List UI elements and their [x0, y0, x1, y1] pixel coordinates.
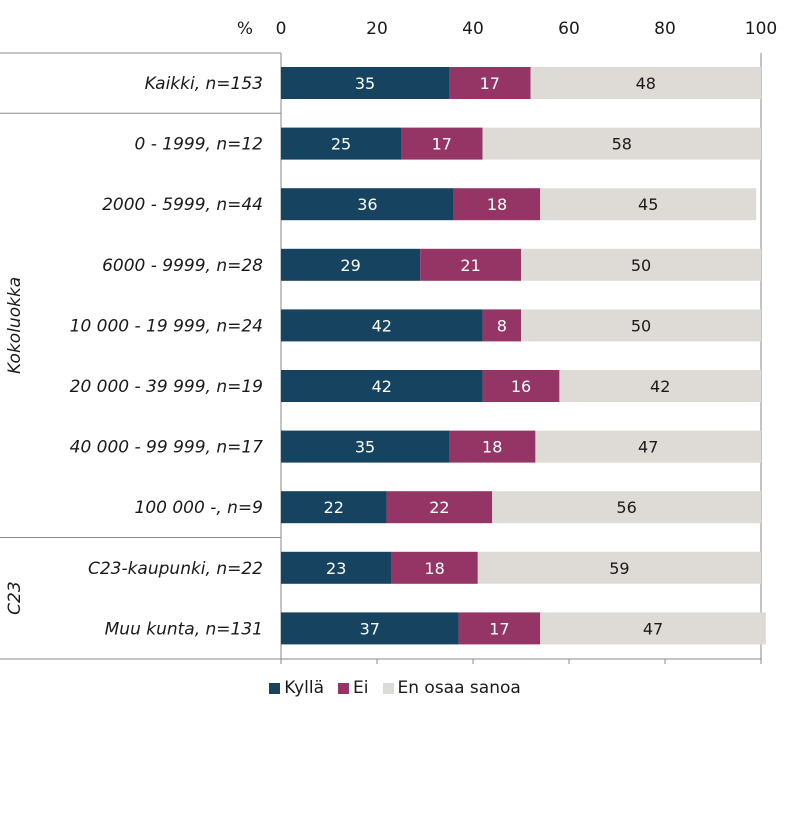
data-label: 42	[650, 377, 670, 396]
bars-layer: 35 17 48 25 17 58 36 18 45 29 21 50 42 8 50 42 16 42 35 18 4…	[281, 67, 766, 645]
data-label: 47	[638, 438, 658, 457]
data-label: 35	[355, 74, 375, 93]
bar-segment	[281, 491, 387, 524]
bar-segment	[540, 612, 766, 645]
x-tick-label: 100	[745, 19, 777, 39]
bar-segment	[482, 370, 560, 402]
legend-item: Ei	[338, 678, 369, 698]
data-label: 45	[638, 195, 658, 214]
data-label: 22	[324, 498, 344, 517]
x-tick-label: 60	[558, 19, 580, 39]
data-label: 35	[355, 438, 375, 457]
category-label: Muu kunta, n=131	[105, 619, 263, 639]
legend: Kyllä Ei En osaa sanoa	[0, 678, 790, 698]
bar-segment	[482, 309, 521, 342]
category-label: 10 000 - 19 999, n=24	[70, 316, 263, 336]
bar-segment	[401, 127, 483, 160]
bar-segment	[386, 491, 493, 524]
bar-segment	[420, 248, 521, 281]
bar-segment	[281, 309, 483, 342]
data-label: 58	[612, 135, 632, 154]
bar-segment	[281, 430, 449, 463]
data-label: 59	[609, 559, 629, 578]
bar-segment	[449, 67, 531, 99]
bar-segment	[521, 248, 761, 281]
bar-segment	[281, 248, 421, 281]
bar-segment	[530, 67, 761, 99]
data-label: 50	[631, 316, 651, 335]
bar-segment	[477, 551, 761, 584]
bar-segment	[540, 188, 757, 221]
category-labels: Kokoluokka C23 Kaikki, n=153 0 - 1999, n=12…	[5, 74, 263, 639]
bar-segment	[453, 188, 541, 221]
bar-segment	[281, 67, 449, 99]
data-label: 25	[331, 135, 351, 154]
data-label: 17	[432, 135, 452, 154]
x-tick-label: 40	[462, 19, 484, 39]
legend-swatch	[269, 682, 281, 694]
axis-unit-label: %	[237, 19, 253, 39]
legend-label: Ei	[353, 678, 369, 698]
data-label: 22	[429, 498, 449, 517]
data-label: 42	[372, 377, 392, 396]
data-label: 16	[511, 377, 531, 396]
bar-segment	[492, 491, 761, 524]
bar-segment	[281, 188, 454, 221]
bar-segment	[281, 551, 392, 584]
x-tick-label: 20	[366, 19, 388, 39]
data-label: 50	[631, 256, 651, 275]
category-label: 40 000 - 99 999, n=17	[70, 438, 264, 458]
data-label: 18	[424, 559, 444, 578]
bar-segment	[281, 612, 459, 645]
data-label: 42	[372, 316, 392, 335]
bar-segment	[482, 127, 761, 160]
data-label: 29	[340, 256, 360, 275]
data-label: 23	[326, 559, 346, 578]
category-label: Kaikki, n=153	[145, 74, 263, 94]
category-label: 0 - 1999, n=12	[135, 135, 263, 155]
bar-segment	[281, 370, 483, 402]
data-label: 37	[360, 619, 380, 638]
category-label: 2000 - 5999, n=44	[102, 195, 263, 215]
x-tick-label: 80	[654, 19, 676, 39]
bar-segment	[521, 309, 761, 342]
data-label: 48	[636, 74, 656, 93]
x-tick-label: 0	[276, 19, 287, 39]
data-label: 56	[616, 498, 636, 517]
category-label: 6000 - 9999, n=28	[102, 256, 263, 276]
group-label: C23	[5, 581, 25, 615]
data-label: 17	[489, 619, 509, 638]
legend-label: Kyllä	[284, 678, 325, 698]
data-label: 8	[497, 316, 507, 335]
group-label: Kokoluokka	[5, 277, 25, 374]
data-label: 18	[487, 195, 507, 214]
legend-item: En osaa sanoa	[382, 678, 521, 698]
data-label: 36	[357, 195, 377, 214]
category-label: C23-kaupunki, n=22	[88, 559, 263, 579]
bar-segment	[449, 430, 536, 463]
stacked-bar-chart: % 0 20 40 60 80 100 35 17 48 25 17 58 36 18 45 29 21 50 4…	[0, 19, 777, 664]
bar-segment	[281, 127, 401, 160]
data-label: 47	[643, 619, 663, 638]
bar-segment	[535, 430, 761, 463]
legend-swatch	[338, 682, 350, 694]
bar-segment	[458, 612, 541, 645]
data-label: 18	[482, 438, 502, 457]
bar-segment	[391, 551, 478, 584]
category-label: 100 000 -, n=9	[135, 498, 263, 518]
data-label: 21	[460, 256, 480, 275]
legend-swatch	[382, 682, 394, 694]
bar-segment	[559, 370, 761, 402]
legend-label: En osaa sanoa	[397, 678, 521, 698]
category-label: 20 000 - 39 999, n=19	[70, 377, 263, 397]
data-label: 17	[480, 74, 500, 93]
legend-item: Kyllä	[269, 678, 324, 698]
